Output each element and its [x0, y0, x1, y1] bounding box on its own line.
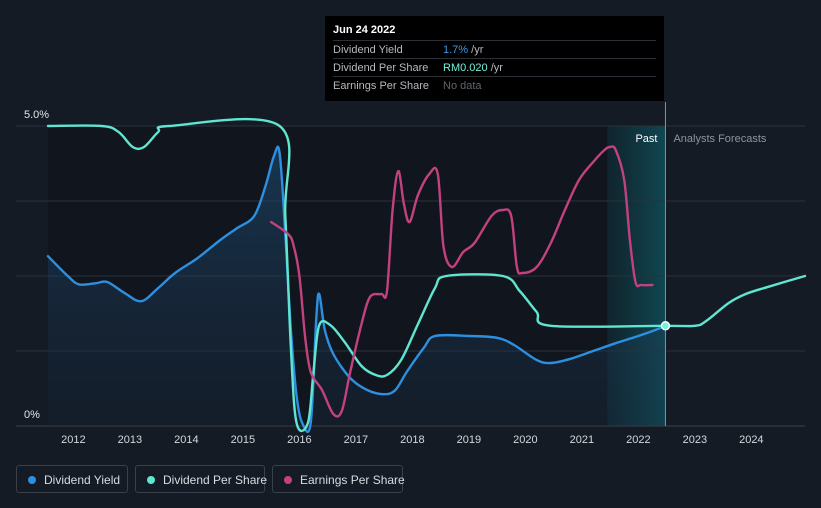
tooltip-label: Dividend Per Share — [333, 62, 429, 74]
line-layer — [46, 117, 807, 434]
tooltip-unit: /yr — [487, 62, 503, 74]
tooltip-value-number: No data — [443, 80, 482, 92]
dividend-yield-area — [48, 146, 666, 432]
legend-label: Dividend Yield — [44, 473, 121, 487]
y-tick-label: 5.0% — [24, 109, 49, 121]
area-layer — [48, 146, 666, 432]
tooltip-label: Dividend Yield — [333, 44, 403, 56]
x-tick-label: 2023 — [683, 434, 707, 446]
tooltip: Jun 24 2022 Dividend Yield 1.7% /yr Divi… — [325, 16, 664, 101]
legend-dot — [147, 476, 155, 484]
x-tick-label: 2013 — [118, 434, 142, 446]
legend-dividend-yield[interactable]: Dividend Yield — [16, 465, 128, 493]
x-tick-label: 2021 — [570, 434, 594, 446]
x-tick-label: 2018 — [400, 434, 424, 446]
x-axis-ticks: 2012 2013 2014 2015 2016 2017 2018 2019 2020 2021… — [61, 434, 763, 446]
legend-label: Earnings Per Share — [300, 473, 405, 487]
x-tick-label: 2022 — [626, 434, 650, 446]
x-tick-label: 2020 — [513, 434, 537, 446]
x-tick-label: 2016 — [287, 434, 311, 446]
past-label: Past — [635, 133, 657, 145]
legend-dot — [28, 476, 36, 484]
y-tick-label: 0% — [24, 409, 40, 421]
legend-label: Dividend Per Share — [163, 473, 268, 487]
hover-marker — [660, 321, 671, 331]
tooltip-value-number: 1.7% — [443, 44, 469, 56]
forecast-label: Analysts Forecasts — [673, 133, 766, 145]
x-tick-label: 2019 — [457, 434, 481, 446]
x-tick-label: 2014 — [174, 434, 198, 446]
dividend-per-share-line — [46, 117, 807, 433]
x-tick-label: 2015 — [231, 434, 255, 446]
tooltip-row-earnings-per-share: Earnings Per Share No data — [333, 76, 656, 95]
tooltip-value: No data — [443, 80, 482, 92]
tooltip-date: Jun 24 2022 — [333, 24, 396, 36]
tooltip-value: 1.7% /yr — [443, 44, 483, 56]
tooltip-row-dividend-yield: Dividend Yield 1.7% /yr — [333, 40, 656, 59]
y-axis-ticks: 5.0% 0% — [24, 109, 49, 421]
tooltip-unit: /yr — [468, 44, 484, 56]
tooltip-row-dividend-per-share: Dividend Per Share RM0.020 /yr — [333, 58, 656, 77]
earnings-per-share-line — [269, 145, 654, 418]
tooltip-value-number: RM0.020 — [443, 62, 488, 74]
x-tick-label: 2024 — [739, 434, 763, 446]
x-tick-label: 2012 — [61, 434, 85, 446]
x-tick-label: 2017 — [344, 434, 368, 446]
legend-dot — [284, 476, 292, 484]
legend-dividend-per-share[interactable]: Dividend Per Share — [135, 465, 268, 493]
legend-earnings-per-share[interactable]: Earnings Per Share — [272, 465, 405, 493]
tooltip-value: RM0.020 /yr — [443, 62, 503, 74]
tooltip-label: Earnings Per Share — [333, 80, 429, 92]
